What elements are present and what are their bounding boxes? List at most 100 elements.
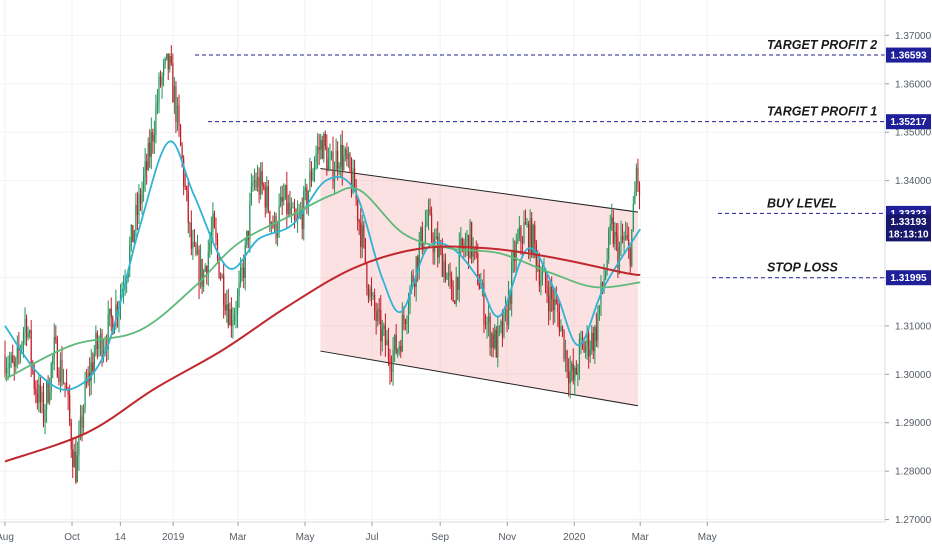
candle-up	[45, 381, 48, 411]
candle-up	[233, 314, 236, 321]
candle-down	[583, 342, 585, 353]
candle-down	[190, 223, 192, 249]
candle-down	[387, 339, 390, 358]
candle-up	[480, 287, 482, 289]
candle-down	[557, 303, 559, 313]
candle-up	[618, 246, 621, 268]
moving-averages	[4, 140, 641, 463]
candle-up	[317, 146, 319, 155]
candle-down	[206, 266, 208, 275]
channel-lower-line[interactable]	[320, 350, 639, 407]
candle-up	[486, 322, 488, 324]
candle-up	[517, 237, 519, 242]
candle-up	[614, 231, 616, 245]
time-axis[interactable]: Aug Oct 14 2019 Mar May Jul Sep Nov 2020 Mar May	[0, 522, 717, 543]
candle-up	[298, 212, 300, 216]
candle-down	[213, 213, 216, 228]
candle-down	[218, 253, 220, 278]
candle-down	[595, 326, 597, 341]
candle-down	[25, 318, 28, 338]
candle-up	[340, 144, 342, 167]
candle-up	[333, 169, 336, 182]
candle-up	[16, 346, 18, 359]
candle-up	[377, 309, 379, 322]
candle-up	[41, 392, 43, 403]
candle-down	[380, 309, 382, 342]
candle-up	[571, 363, 573, 371]
candle-up	[244, 244, 246, 278]
candle-down	[552, 299, 554, 311]
x-tick-label: Jul	[366, 532, 379, 543]
candle-up	[577, 371, 579, 375]
candle-up	[150, 132, 152, 157]
candle-up	[407, 307, 410, 320]
candle-down	[12, 355, 14, 363]
price-tag-label: 1.36593	[890, 51, 927, 62]
candle-down	[546, 285, 548, 296]
candle-up	[549, 287, 551, 312]
candle-up	[443, 261, 445, 277]
candle-up	[166, 53, 168, 59]
candle-down	[621, 235, 624, 241]
candle-down	[534, 225, 536, 244]
candle-up	[50, 363, 52, 393]
candle-down	[463, 246, 465, 250]
candle-down	[370, 288, 373, 296]
candle-down	[568, 372, 570, 384]
candle-up	[199, 259, 202, 285]
candle-down	[421, 227, 423, 250]
candle-down	[629, 248, 631, 266]
candle-up	[93, 353, 95, 372]
candle-down	[33, 368, 35, 389]
candle-down	[86, 380, 88, 384]
candle-up	[147, 142, 149, 170]
candle-up	[420, 227, 422, 243]
candle-up	[472, 246, 474, 257]
candle-up	[352, 167, 354, 193]
candle-down	[301, 210, 303, 230]
candle-up	[118, 307, 120, 318]
candle-up	[189, 223, 191, 225]
candle-down	[612, 217, 614, 245]
candle-down	[528, 224, 530, 252]
candle-up	[329, 157, 331, 160]
candle-down	[30, 330, 32, 363]
candle-up	[252, 182, 254, 186]
candle-down	[337, 150, 339, 169]
x-tick-label: Oct	[64, 532, 80, 543]
y-tick-label: 1.35000	[895, 128, 932, 139]
candle-down	[375, 311, 377, 322]
y-tick-label: 1.37000	[895, 31, 932, 42]
candle-up	[491, 333, 493, 348]
candle-down	[64, 382, 66, 384]
candle-up	[347, 153, 350, 160]
candle-up	[283, 198, 285, 202]
candle-down	[626, 235, 628, 240]
candle-up	[469, 222, 471, 259]
candle-up	[163, 64, 165, 76]
channel-upper-line[interactable]	[320, 168, 639, 213]
candle-down	[360, 222, 362, 248]
candle-up	[90, 362, 92, 381]
candle-up	[284, 185, 286, 199]
candle-up	[38, 384, 40, 403]
candle-down	[215, 227, 217, 239]
candle-down	[461, 238, 463, 247]
candle-up	[232, 320, 234, 327]
candle-up	[398, 346, 400, 350]
candle-up	[427, 209, 430, 220]
candle-down	[441, 246, 443, 277]
candle-down	[261, 171, 263, 185]
candle-down	[628, 239, 630, 249]
x-tick-label: Nov	[498, 532, 516, 543]
price-tag-label: 1.35217	[890, 117, 927, 128]
candle-up	[156, 102, 159, 106]
candle-up	[386, 339, 388, 346]
candle-up	[158, 76, 160, 103]
candle-down	[264, 187, 266, 208]
price-tag	[886, 114, 931, 130]
candle-down	[501, 321, 504, 337]
candle-down	[281, 196, 283, 202]
candle-down	[378, 309, 380, 311]
